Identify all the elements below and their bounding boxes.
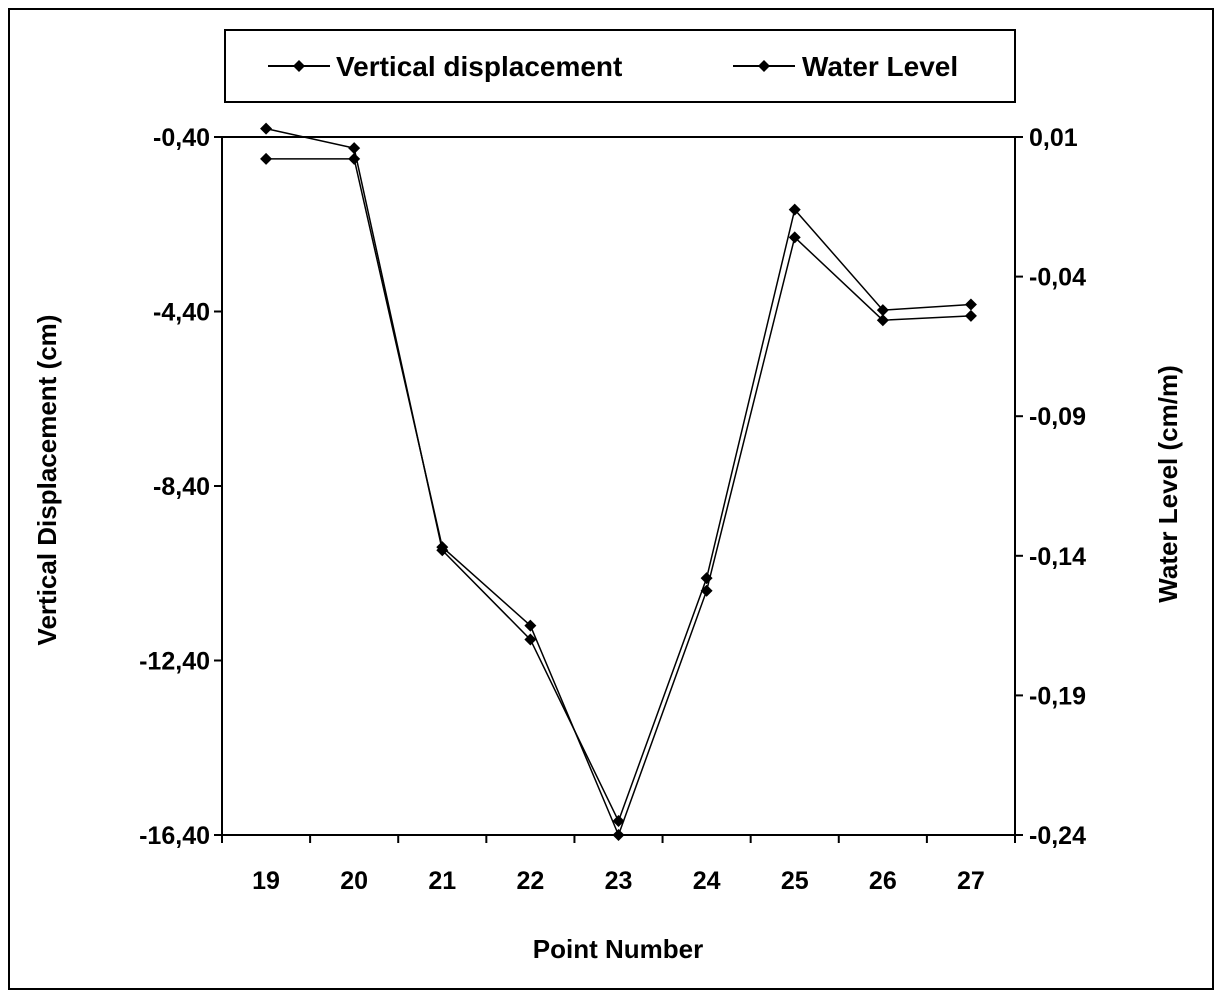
y2-tick-label: -0,24 <box>1029 822 1086 850</box>
y-tick-label: -4,40 <box>153 299 210 327</box>
plot-area <box>221 136 1016 836</box>
x-tick-label: 25 <box>781 867 809 895</box>
y2-tick-label: -0,19 <box>1029 682 1086 710</box>
y-tick-label: -12,40 <box>139 648 210 676</box>
legend-box <box>224 29 1016 103</box>
data-point-water-level <box>348 142 361 155</box>
series <box>260 122 977 841</box>
data-point-vertical-displacement <box>964 309 977 322</box>
x-axis-title: Point Number <box>533 934 703 964</box>
data-point-water-level <box>876 304 889 317</box>
data-point-vertical-displacement <box>876 314 889 327</box>
y2-tick-label: -0,09 <box>1029 403 1086 431</box>
y2-tick-label: -0,14 <box>1029 543 1086 571</box>
x-tick-label: 24 <box>693 867 721 895</box>
y-tick-label: -16,40 <box>139 822 210 850</box>
data-point-vertical-displacement <box>788 231 801 244</box>
data-point-water-level <box>788 203 801 216</box>
legend-marker-vertical-displacement <box>293 60 305 72</box>
x-tick-label: 27 <box>957 867 985 895</box>
legend-marker-water-level <box>758 60 770 72</box>
x-tick-label: 21 <box>428 867 456 895</box>
x-tick-label: 26 <box>869 867 897 895</box>
legend-label-water-level: Water Level <box>802 51 958 82</box>
x-tick-label: 20 <box>340 867 368 895</box>
y-tick-label: -8,40 <box>153 473 210 501</box>
data-point-water-level <box>260 122 273 135</box>
data-point-water-level <box>524 633 537 646</box>
data-point-water-level <box>612 815 625 828</box>
y2-axis-title: Water Level (cm/m) <box>1153 365 1183 602</box>
plot-border <box>221 136 1016 836</box>
left-axis-ticks: -0,40 -4,40 -8,40 -12,40 -16,40 <box>139 124 222 850</box>
x-tick-label: 19 <box>252 867 280 895</box>
y-axis-title: Vertical Displacement (cm) <box>32 315 62 646</box>
x-tick-label: 22 <box>516 867 544 895</box>
data-point-vertical-displacement <box>260 152 273 165</box>
y-tick-label: -0,40 <box>153 124 210 152</box>
data-point-water-level <box>964 298 977 311</box>
x-axis-ticks: 19 20 21 22 23 24 25 26 27 <box>221 835 1016 895</box>
y2-tick-label: 0,01 <box>1029 124 1078 152</box>
legend: Vertical displacement Water Level <box>224 29 1016 103</box>
data-point-vertical-displacement <box>524 619 537 632</box>
x-tick-label: 23 <box>605 867 633 895</box>
legend-label-vertical-displacement: Vertical displacement <box>336 51 622 82</box>
data-point-vertical-displacement <box>612 829 625 841</box>
data-point-water-level <box>700 572 713 585</box>
data-point-water-level <box>436 544 449 557</box>
right-axis-ticks: 0,01 -0,04 -0,09 -0,14 -0,19 -0,24 <box>1015 124 1086 850</box>
y2-tick-label: -0,04 <box>1029 264 1086 292</box>
